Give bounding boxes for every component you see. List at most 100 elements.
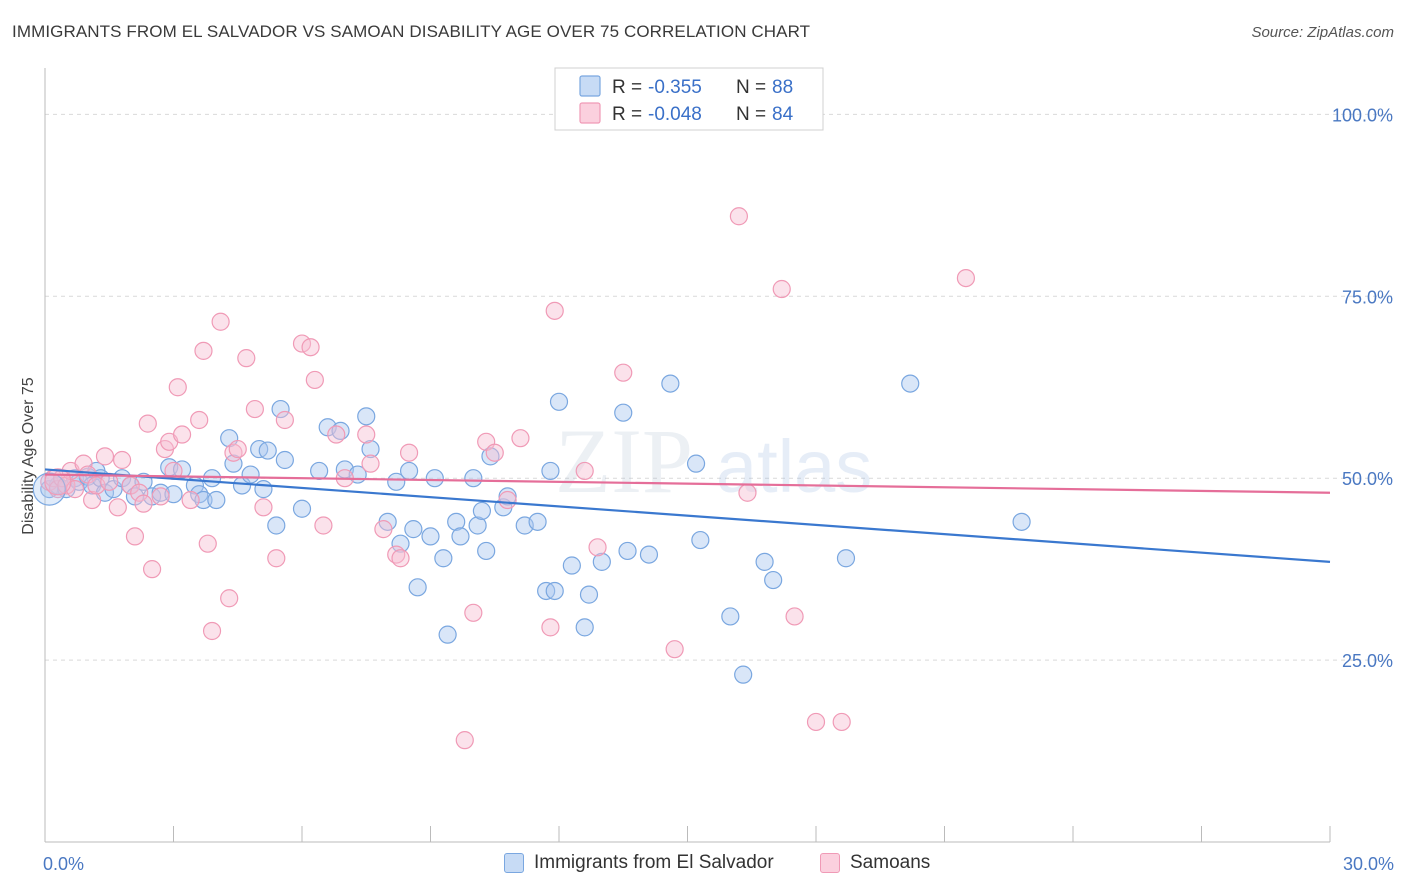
point-samoans (228, 439, 247, 459)
point-salvador (194, 490, 213, 510)
trend-lines (44, 468, 1331, 563)
stats-r-value: -0.048 (648, 104, 702, 125)
stats-n-value: 88 (772, 77, 793, 98)
point-samoans (168, 378, 187, 397)
trend-line-samoans (44, 473, 1331, 494)
point-samoans (806, 712, 826, 732)
point-salvador (721, 607, 740, 626)
legend-label-samoans: Samoans (850, 852, 931, 873)
point-samoans (729, 207, 749, 226)
bottom-legend: Immigrants from El Salvador Samoans (0, 852, 1406, 878)
point-samoans (108, 498, 127, 517)
point-samoans (485, 443, 504, 462)
point-samoans (142, 560, 162, 579)
y-axis-label: Disability Age Over 75 (20, 377, 37, 535)
point-samoans (130, 483, 149, 502)
point-samoans (391, 549, 410, 568)
data-points (32, 207, 1031, 750)
stats-n-label: N = (736, 77, 766, 98)
point-salvador (541, 461, 560, 481)
point-samoans (83, 490, 102, 510)
stats-r-label: R = (612, 104, 642, 125)
point-salvador (562, 556, 581, 575)
point-samoans (275, 410, 294, 430)
point-samoans (455, 731, 474, 750)
point-samoans (267, 549, 286, 568)
tick-labels: 100.0% 75.0% 50.0% 25.0% 0.0% 30.0% (43, 105, 1394, 874)
point-salvador (451, 527, 470, 546)
stats-r-value: -0.355 (648, 77, 702, 98)
point-salvador (387, 472, 406, 491)
point-salvador (391, 534, 410, 553)
x-tick-label: 30.0% (1343, 854, 1394, 874)
point-samoans (511, 429, 530, 448)
point-salvador (438, 625, 457, 644)
point-salvador (408, 578, 427, 597)
point-salvador (686, 454, 706, 473)
point-salvador (691, 530, 710, 550)
point-samoans (254, 498, 273, 517)
point-salvador (425, 469, 444, 488)
point-salvador (528, 512, 547, 531)
point-salvador (310, 461, 329, 481)
point-salvador (275, 450, 294, 470)
point-salvador (477, 541, 496, 561)
grid-lines (45, 113, 1392, 661)
point-samoans (357, 425, 376, 444)
point-salvador (254, 480, 273, 499)
point-salvador (734, 665, 753, 684)
point-salvador (468, 516, 487, 535)
point-salvador (241, 465, 260, 484)
legend-swatch-salvador (504, 853, 524, 873)
x-tick-label: 0.0% (43, 854, 84, 874)
point-salvador (292, 499, 312, 518)
point-salvador (464, 469, 483, 488)
point-salvador (421, 527, 440, 546)
point-samoans (151, 487, 170, 506)
y-tick-label: 25.0% (1342, 651, 1393, 671)
point-samoans (399, 443, 419, 462)
point-samoans (464, 603, 483, 622)
point-salvador (755, 552, 774, 571)
point-salvador (224, 454, 243, 473)
point-samoans (314, 516, 333, 535)
point-samoans (772, 279, 791, 299)
legend-item-samoans: Samoans (820, 852, 930, 874)
point-samoans (498, 490, 517, 510)
point-samoans (327, 425, 346, 444)
point-samoans (181, 490, 200, 510)
point-salvador (614, 403, 633, 422)
point-samoans (541, 618, 560, 637)
point-salvador (267, 516, 286, 535)
point-samoans (125, 527, 145, 546)
legend-swatch-samoans (820, 853, 840, 873)
chart-title: IMMIGRANTS FROM EL SALVADOR VS SAMOAN DI… (12, 22, 811, 41)
point-samoans (198, 534, 217, 553)
point-salvador (1012, 512, 1031, 531)
stats-legend: R = -0.355 N = 88 R = -0.048 N = 84 (554, 67, 824, 131)
point-salvador (357, 407, 376, 426)
source-label: Source: ZipAtlas.com (1251, 24, 1394, 41)
point-samoans (301, 338, 320, 357)
point-salvador (472, 501, 491, 521)
point-samoans (172, 425, 192, 444)
point-samoans (220, 589, 239, 608)
point-salvador (32, 472, 66, 506)
point-samoans (575, 461, 594, 481)
point-samoans (785, 607, 804, 626)
stats-n-label: N = (736, 104, 766, 125)
point-samoans (237, 349, 256, 368)
watermark: ZIP atlas (555, 410, 872, 512)
point-samoans (134, 494, 153, 513)
point-salvador (258, 441, 277, 460)
point-salvador (618, 541, 637, 561)
legend-item-salvador: Immigrants from El Salvador (504, 852, 774, 874)
point-salvador (404, 520, 423, 539)
point-samoans (211, 312, 230, 331)
point-salvador (447, 512, 466, 531)
y-tick-label: 75.0% (1342, 287, 1393, 307)
point-samoans (665, 640, 684, 659)
point-salvador (579, 585, 599, 604)
point-salvador (549, 392, 569, 411)
